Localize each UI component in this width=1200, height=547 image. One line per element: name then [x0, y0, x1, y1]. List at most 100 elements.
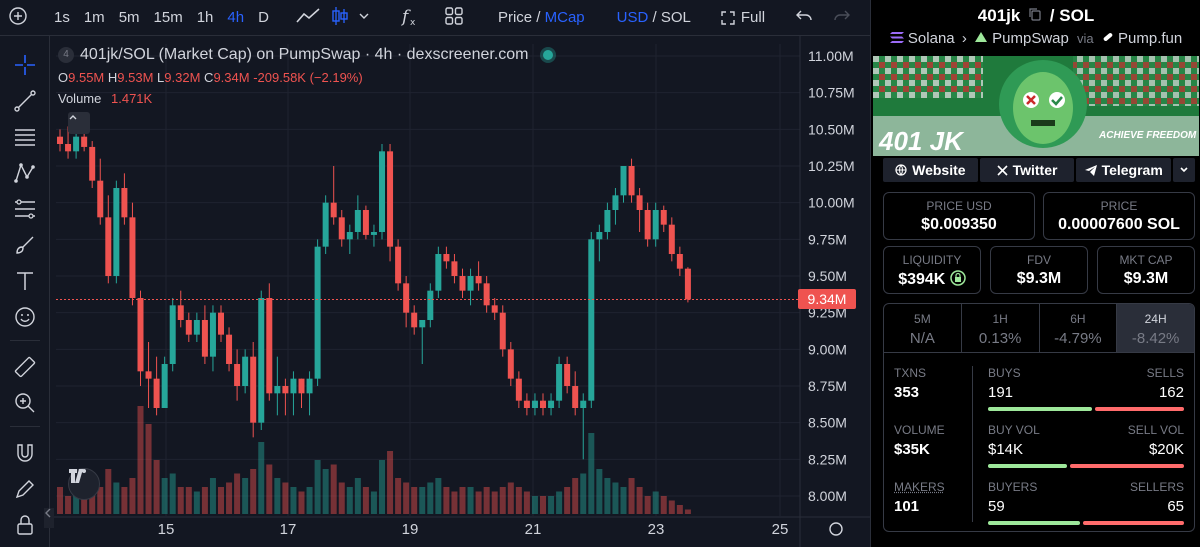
- sellers-bar: [1082, 521, 1184, 525]
- candle-body: [403, 283, 410, 313]
- add-symbol-icon[interactable]: [0, 6, 35, 30]
- undo-icon[interactable]: [785, 8, 823, 28]
- interval-15m[interactable]: 15m: [153, 9, 183, 26]
- volume-bar: [523, 491, 530, 514]
- interval-1h[interactable]: 1h: [196, 9, 214, 26]
- locked-icon[interactable]: [950, 270, 966, 286]
- y-axis-label: 9.50M: [808, 268, 847, 284]
- volume-bar: [419, 487, 426, 514]
- candle-body: [370, 232, 377, 235]
- chart-legend: 4 401jk/SOL (Market Cap) on PumpSwap · 4…: [58, 46, 553, 106]
- dex-link[interactable]: PumpSwap: [992, 30, 1069, 47]
- emoji-icon[interactable]: [10, 302, 40, 332]
- trend-line-icon[interactable]: [10, 86, 40, 116]
- ruler-icon[interactable]: [10, 352, 40, 382]
- candle-body: [121, 188, 128, 218]
- zoom-in-icon[interactable]: [10, 388, 40, 418]
- telegram-button[interactable]: Telegram: [1076, 158, 1172, 182]
- lock-icon[interactable]: [10, 510, 40, 540]
- interval-5m[interactable]: 5m: [118, 9, 140, 26]
- fdv-value: $9.3M: [1016, 270, 1062, 287]
- chevron-down-icon[interactable]: [352, 9, 376, 26]
- tab-1h-label: 1H: [992, 312, 1008, 326]
- price-mcap-toggle[interactable]: Price / MCap: [488, 9, 595, 26]
- tradingview-logo[interactable]: [68, 468, 100, 500]
- twitter-button[interactable]: Twitter: [979, 158, 1075, 182]
- text-icon[interactable]: [10, 266, 40, 296]
- volume-bar: [169, 473, 176, 514]
- crosshair-icon[interactable]: [10, 50, 40, 80]
- divider: [10, 340, 40, 341]
- banner-tagline: ACHIEVE FREEDOM: [1098, 130, 1197, 141]
- website-button[interactable]: Website: [883, 158, 978, 182]
- candle-body: [177, 305, 184, 320]
- y-axis-label: 10.25M: [808, 158, 855, 174]
- volume-bar: [185, 487, 192, 514]
- chevron-right-icon: ›: [961, 30, 967, 47]
- interval-d[interactable]: D: [258, 9, 269, 26]
- buyers-sellers-stat: BUYERS SELLERS 59 65: [988, 480, 1184, 525]
- tab-1h[interactable]: 1H 0.13%: [962, 304, 1040, 352]
- pumpswap-icon: [974, 32, 987, 42]
- website-label: Website: [912, 162, 966, 178]
- price-usd-card: PRICE USD $0.009350: [883, 192, 1035, 240]
- candle-body: [443, 254, 450, 262]
- candle-body: [314, 246, 321, 379]
- candle-body: [290, 378, 297, 394]
- volume-bar: [507, 482, 514, 514]
- interval-1m[interactable]: 1m: [83, 9, 105, 26]
- tab-24h[interactable]: 24H -8.42%: [1117, 304, 1194, 352]
- timeframe-tabs: 5M N/A 1H 0.13% 6H -4.79% 24H -8.42%: [883, 303, 1195, 353]
- volume-bar: [596, 469, 603, 514]
- scroll-left-arrow[interactable]: [44, 508, 54, 528]
- horizontal-lines-icon[interactable]: [10, 122, 40, 152]
- tab-6h[interactable]: 6H -4.79%: [1040, 304, 1118, 352]
- buy-vol-bar: [988, 464, 1068, 468]
- launchpad-link[interactable]: Pump.fun: [1118, 30, 1183, 47]
- pattern-icon[interactable]: [10, 158, 40, 188]
- volume-label: VOLUME: [894, 423, 945, 437]
- tab-5m[interactable]: 5M N/A: [884, 304, 962, 352]
- candle-body: [427, 290, 434, 320]
- fullscreen-button[interactable]: Full: [713, 9, 773, 26]
- candlestick-chart[interactable]: 11.00M 10.75M 10.50M 10.25M 10.00M 9.75M 9.50M…: [50, 36, 870, 547]
- fdv-card: FDV $9.3M: [990, 246, 1088, 294]
- volume-bar: [644, 496, 651, 514]
- volume-value: $35K: [894, 441, 930, 458]
- fib-icon[interactable]: [10, 194, 40, 224]
- volume-bar: [403, 482, 410, 514]
- settings-icon[interactable]: [829, 522, 843, 536]
- candle-body: [234, 364, 241, 386]
- txns-stat: TXNS 353: [894, 366, 926, 401]
- social-links: Website Twitter Telegram: [883, 158, 1196, 182]
- copy-icon[interactable]: [1029, 8, 1041, 21]
- mktcap-value: $9.3M: [1123, 270, 1169, 287]
- price-sol-value: 0.00007600 SOL: [1058, 216, 1180, 233]
- price-label: Price: [497, 9, 533, 26]
- pencil-lock-icon[interactable]: [10, 474, 40, 504]
- price-chart[interactable]: 11.00M 10.75M 10.50M 10.25M 10.00M 9.75M 9.50M…: [44, 36, 870, 547]
- legend-number: 4: [58, 47, 74, 63]
- volume-bar: [684, 509, 691, 514]
- chain-link[interactable]: Solana: [907, 30, 955, 47]
- volume-bar: [282, 482, 289, 514]
- y-axis-label: 10.75M: [808, 85, 855, 101]
- interval-4h[interactable]: 4h: [227, 9, 245, 26]
- redo-icon[interactable]: [823, 8, 861, 28]
- buys-sells-bar: [988, 407, 1184, 411]
- more-links-button[interactable]: [1173, 158, 1196, 182]
- layouts-icon[interactable]: [432, 6, 476, 30]
- magnet-icon[interactable]: [10, 438, 40, 468]
- volume-bar: [387, 451, 394, 514]
- collapse-legend-button[interactable]: [68, 112, 90, 134]
- y-axis-label: 9.75M: [808, 231, 847, 247]
- candles-icon[interactable]: [328, 5, 352, 31]
- usd-sol-toggle[interactable]: USD / SOL: [607, 9, 701, 26]
- interval-1s[interactable]: 1s: [54, 9, 70, 26]
- line-chart-icon[interactable]: [288, 6, 328, 30]
- volume-bar: [620, 487, 627, 514]
- volume-bar: [226, 482, 233, 514]
- candle-body: [129, 217, 136, 298]
- brush-icon[interactable]: [10, 230, 40, 260]
